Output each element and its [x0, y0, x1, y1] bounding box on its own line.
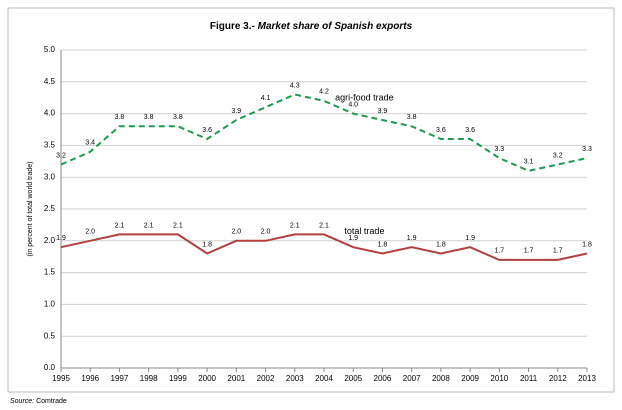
data-label: 2.0 — [85, 229, 95, 236]
x-tick-label: 2002 — [257, 374, 275, 383]
data-label: 3.9 — [378, 108, 388, 115]
y-tick-label: 3.0 — [44, 172, 56, 181]
data-label: 1.7 — [494, 248, 504, 255]
data-label: 2.1 — [319, 222, 329, 229]
x-tick-label: 1997 — [111, 374, 129, 383]
series-label: total trade — [344, 226, 384, 236]
data-label: 2.0 — [261, 229, 271, 236]
source-text: Comtrade — [36, 398, 67, 405]
series-label: agri-food trade — [335, 92, 394, 102]
chart-frame — [7, 7, 615, 393]
y-tick-label: 1.0 — [44, 300, 56, 309]
data-label: 3.6 — [465, 127, 475, 134]
y-tick-label: 0.5 — [44, 331, 56, 340]
x-tick-label: 1995 — [52, 374, 70, 383]
data-label: 3.3 — [494, 146, 504, 153]
data-label: 1.7 — [524, 248, 534, 255]
data-label: 3.4 — [85, 140, 95, 147]
source-label: Source: — [10, 398, 34, 405]
data-label: 3.8 — [407, 114, 417, 121]
x-tick-label: 2007 — [403, 374, 421, 383]
x-tick-label: 2010 — [490, 374, 508, 383]
data-label: 1.8 — [582, 241, 592, 248]
x-tick-label: 2009 — [461, 374, 479, 383]
series-line — [60, 233, 588, 261]
data-label: 3.6 — [436, 127, 446, 134]
y-axis-label: (in percent of total world trade) — [27, 162, 34, 257]
data-label: 2.1 — [290, 222, 300, 229]
y-tick-label: 3.5 — [44, 141, 56, 150]
y-tick-label: 4.0 — [44, 109, 56, 118]
y-tick-label: 2.5 — [44, 204, 56, 213]
y-tick-label: 5.0 — [44, 45, 56, 54]
data-label: 1.8 — [436, 241, 446, 248]
x-tick-label: 1999 — [169, 374, 187, 383]
data-label: 4.0 — [348, 101, 358, 108]
x-tick-label: 2000 — [198, 374, 216, 383]
data-label: 4.3 — [290, 82, 300, 89]
x-tick-label: 2001 — [227, 374, 245, 383]
data-label: 1.8 — [378, 241, 388, 248]
data-label: 3.2 — [553, 152, 563, 159]
x-tick-label: 2008 — [432, 374, 450, 383]
title-prefix: Figure 3.- — [210, 21, 255, 32]
y-tick-label: 1.5 — [44, 268, 56, 277]
data-label: 3.8 — [115, 114, 125, 121]
x-tick-label: 2011 — [520, 374, 538, 383]
data-label: 2.1 — [173, 222, 183, 229]
data-label: 1.8 — [202, 241, 212, 248]
data-label: 3.6 — [202, 127, 212, 134]
x-tick-label: 2004 — [315, 374, 333, 383]
data-label: 3.9 — [231, 108, 241, 115]
data-label: 2.1 — [144, 222, 154, 229]
x-tick-label: 2005 — [344, 374, 362, 383]
data-label: 1.9 — [407, 235, 417, 242]
x-tick-label: 2003 — [286, 374, 304, 383]
data-label: 2.1 — [115, 222, 125, 229]
title-main: Market share of Spanish exports — [258, 21, 413, 32]
y-tick-label: 2.0 — [44, 236, 56, 245]
data-label: 2.0 — [231, 229, 241, 236]
data-label: 3.8 — [144, 114, 154, 121]
x-tick-label: 1996 — [81, 374, 99, 383]
chart-title: Figure 3.- Market share of Spanish expor… — [210, 21, 413, 32]
y-tick-label: 4.5 — [44, 77, 56, 86]
data-label: 4.2 — [319, 89, 329, 96]
data-label: 3.8 — [173, 114, 183, 121]
data-label: 3.2 — [56, 152, 66, 159]
x-tick-label: 1998 — [140, 374, 158, 383]
y-tick-label: 0.0 — [44, 363, 56, 372]
x-tick-label: 2006 — [374, 374, 392, 383]
x-tick-label: 2012 — [549, 374, 567, 383]
data-label: 3.3 — [582, 146, 592, 153]
data-label: 1.9 — [56, 235, 66, 242]
x-tick-label: 2013 — [578, 374, 596, 383]
data-label: 4.1 — [261, 95, 271, 102]
source-note: Source: Comtrade — [10, 398, 67, 405]
data-label: 1.9 — [348, 235, 358, 242]
data-label: 3.1 — [524, 159, 534, 166]
data-label: 1.7 — [553, 248, 563, 255]
data-label: 1.9 — [465, 235, 475, 242]
